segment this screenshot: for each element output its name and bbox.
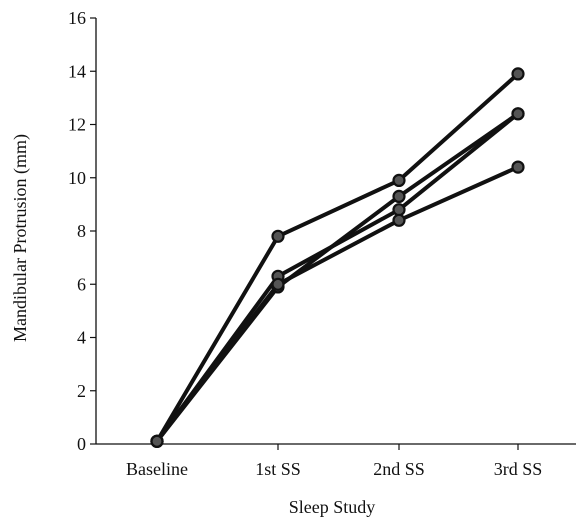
data-point — [511, 67, 525, 81]
data-point — [271, 277, 285, 291]
series-line — [155, 111, 520, 444]
y-tick-label: 2 — [77, 381, 86, 401]
series-line — [155, 165, 520, 444]
series-line — [155, 111, 520, 444]
y-tick-label: 14 — [68, 61, 86, 81]
y-tick-label: 4 — [77, 328, 86, 348]
y-tick-label: 16 — [68, 8, 86, 28]
y-axis-title: Mandibular Protrusion (mm) — [10, 134, 31, 342]
y-tick-label: 0 — [77, 434, 86, 454]
x-tick-label: 2nd SS — [373, 459, 425, 479]
series-line — [155, 71, 520, 444]
y-tick-label: 8 — [77, 221, 86, 241]
data-point — [511, 160, 525, 174]
data-point — [392, 213, 406, 227]
x-tick-label: 3rd SS — [494, 459, 543, 479]
labels: Sleep Study Mandibular Protrusion (mm) — [10, 134, 375, 517]
data-point — [271, 229, 285, 243]
data-point — [511, 107, 525, 121]
series-group — [150, 67, 525, 448]
data-point — [392, 173, 406, 187]
x-tick-label: Baseline — [126, 459, 188, 479]
y-tick-label: 12 — [68, 115, 86, 135]
x-tick-label: 1st SS — [255, 459, 301, 479]
axes: 0 2 4 6 8 10 12 14 16 Baseline 1st SS 2nd SS 3rd SS — [68, 8, 576, 479]
data-point — [150, 434, 164, 448]
x-axis-title: Sleep Study — [289, 497, 376, 517]
y-tick-label: 10 — [68, 168, 86, 188]
data-point — [392, 189, 406, 203]
data-point — [392, 203, 406, 217]
y-tick-label: 6 — [77, 274, 86, 294]
